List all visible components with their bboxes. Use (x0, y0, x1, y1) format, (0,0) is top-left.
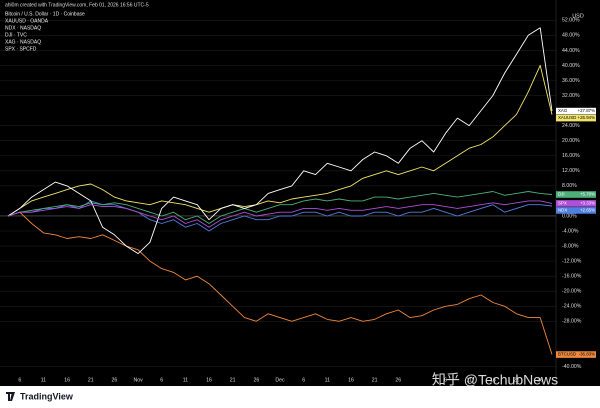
x-tick-label: 11 (183, 377, 188, 383)
series-line (7, 191, 553, 224)
y-tick-label: -4.00% (562, 228, 579, 234)
series-line (7, 200, 553, 232)
watermark: 知乎 @TechubNews (432, 372, 558, 388)
y-tick-label: -28.00% (562, 319, 582, 325)
legend-entry: DJI · TVC (5, 32, 27, 38)
caption: ahl0m created with TradingView.com, Feb … (5, 2, 149, 8)
legend-entry: XAUUSD · OANDA (5, 18, 49, 24)
y-tick-label: -8.00% (562, 243, 579, 249)
value-tag-box (556, 207, 596, 214)
y-tick-label: 40.00% (562, 63, 580, 69)
series-line (7, 27, 553, 255)
x-tick-label: 11 (467, 377, 472, 383)
x-tick-label: 21 (88, 377, 94, 383)
y-tick-label: 32.00% (562, 93, 580, 99)
brand-name: TradingView (20, 391, 74, 401)
x-tick-label: 21 (372, 377, 378, 383)
value-tag-box (556, 114, 596, 122)
y-tick-label: 16.00% (562, 153, 580, 159)
chart-background (0, 0, 600, 386)
value-label: +26.94% (578, 115, 596, 120)
y-tick-label: 0.00% (562, 213, 577, 219)
x-tick-label: 11 (325, 377, 330, 383)
x-tick-label: 21 (514, 377, 520, 383)
value-tag-box (556, 191, 596, 198)
x-tick-label: 26 (537, 377, 543, 383)
y-tick-label: 12.00% (562, 168, 580, 174)
value-tag-name: DJI (558, 192, 565, 197)
y-tick-label: 48.00% (562, 33, 580, 39)
legend-entry: NDX · NASDAQ (5, 25, 41, 31)
value-tag: NDX +2.65% (556, 207, 596, 214)
x-tick-label: 6 (444, 377, 447, 383)
y-tick-label: -12.00% (562, 258, 582, 264)
y-tick-label: 36.00% (562, 78, 580, 84)
x-tick-label: Nov (133, 377, 143, 383)
series-line (7, 200, 553, 228)
value-tag: XAUUSD +26.94% (556, 114, 596, 122)
value-tag: SPX +3.33% (556, 200, 596, 207)
y-tick-label: -16.00% (562, 274, 582, 280)
value-label: +3.33% (580, 201, 595, 206)
value-tag-box (556, 107, 596, 115)
value-label: +2.65% (580, 208, 595, 213)
x-tick-label: 16 (348, 377, 354, 383)
x-tick-label: Dec (275, 377, 285, 383)
value-tag: DJI +5.70% (556, 191, 596, 198)
y-axis-label: USD (572, 13, 584, 19)
value-tag: XAG +27.87% (556, 107, 596, 115)
series-line (7, 64, 553, 217)
value-label: +5.70% (580, 192, 595, 197)
x-tick-label: 16 (64, 377, 70, 383)
value-tag-name: XAUUSD (558, 115, 576, 120)
series-line (7, 211, 553, 355)
y-tick-label: -24.00% (562, 304, 582, 310)
y-tick-label: 20.00% (562, 138, 580, 144)
value-label: +27.87% (578, 108, 596, 113)
x-tick-label: 6 (302, 377, 305, 383)
y-tick-label: 24.00% (562, 123, 580, 129)
value-tag: BTCUSD -36.83% (556, 351, 596, 358)
y-tick-label: 44.00% (562, 48, 580, 54)
value-tag-name: XAG (558, 108, 568, 113)
value-tag-name: NDX (558, 208, 567, 213)
x-tick-label: 21 (230, 377, 236, 383)
x-tick-label: 11 (41, 377, 46, 383)
y-tick-label: 52.00% (562, 18, 580, 24)
x-tick-label: 26 (112, 377, 118, 383)
value-tag-box (556, 200, 596, 207)
brand-logo: TradingView (6, 391, 74, 401)
x-tick-label: 26 (395, 377, 401, 383)
x-tick-label: 6 (160, 377, 163, 383)
y-tick-label: 8.00% (562, 183, 577, 189)
value-tag-name: BTCUSD (558, 352, 576, 357)
y-tick-label: -40.00% (562, 364, 582, 370)
legend-entry: Bitcoin / U.S. Dollar · 1D · Coinbase (5, 11, 85, 17)
value-tag-name: SPX (558, 201, 567, 206)
x-tick-label: 16 (206, 377, 212, 383)
legend-entry: XAG · NASDAQ (5, 39, 41, 45)
value-label: -36.83% (579, 352, 595, 357)
brand-icon (6, 392, 15, 401)
x-tick-label: 26 (253, 377, 259, 383)
y-tick-label: -20.00% (562, 289, 582, 295)
legend-entry: SPX · SPCFD (5, 46, 37, 52)
x-tick-label: 6 (18, 377, 21, 383)
x-tick-label: 16 (490, 377, 496, 383)
value-tag-box (556, 351, 596, 358)
